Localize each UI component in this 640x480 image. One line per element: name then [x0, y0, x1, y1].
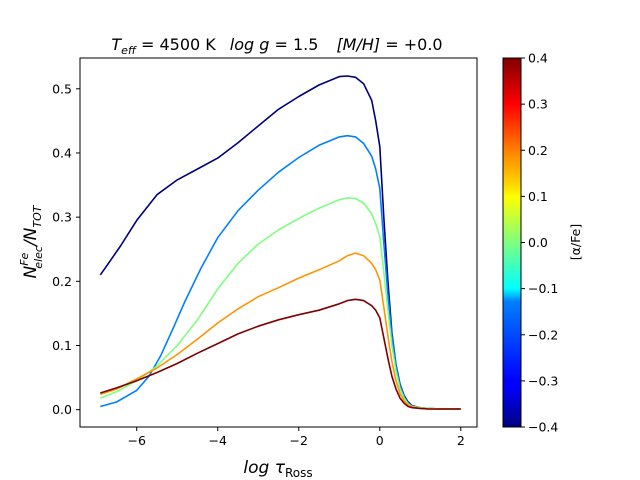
- y-tick-label: 0.0: [52, 402, 72, 417]
- x-tick-label: 2: [457, 433, 465, 448]
- series-line-4: [100, 298, 461, 410]
- title-teff-value: = 4500 K: [136, 35, 216, 54]
- y-tick-label: 0.5: [52, 81, 72, 96]
- colorbar-tick-label: −0.3: [528, 373, 558, 388]
- title-logg-symbol: log g: [230, 35, 270, 54]
- title-teff-subscript: eff: [121, 44, 137, 57]
- title-logg-value: = 1.5: [269, 35, 318, 54]
- colorbar: −0.4 −0.3 −0.2 −0.1 0.0 0.1 0.2 0.3 0.4 [α/Fe]: [502, 51, 583, 435]
- title-teff-symbol: T: [111, 35, 122, 54]
- y-tick-label: 0.2: [52, 274, 72, 289]
- y-tick-label: 0.4: [52, 145, 72, 160]
- colorbar-tick-label: −0.1: [528, 281, 558, 296]
- y-axis-label-sub: elec: [32, 246, 45, 269]
- x-axis-label-main: log τ: [243, 458, 285, 478]
- title-mh-symbol: [M/H]: [336, 35, 380, 54]
- series-group: [99, 75, 461, 410]
- colorbar-tick-label: 0.1: [528, 189, 548, 204]
- series-line-2: [100, 197, 461, 410]
- y-axis-label-sup: Fe: [18, 252, 31, 265]
- y-axis-ticks: 0.0 0.1 0.2 0.3 0.4 0.5: [52, 81, 80, 417]
- x-axis-label: log τRoss: [243, 458, 312, 480]
- colorbar-tick-label: 0.2: [528, 143, 548, 158]
- x-tick-label: −2: [290, 433, 308, 448]
- series-line-3: [100, 252, 461, 410]
- y-axis-label-rest: /N: [21, 227, 41, 248]
- plot-background: [80, 58, 477, 427]
- y-tick-label: 0.3: [52, 210, 72, 225]
- y-axis-label-sub2: TOT: [31, 204, 44, 227]
- colorbar-ticks: −0.4 −0.3 −0.2 −0.1 0.0 0.1 0.2 0.3 0.4: [521, 51, 558, 435]
- colorbar-tick-label: −0.2: [528, 327, 558, 342]
- y-axis-label: NFeelec/NTOT: [18, 204, 45, 278]
- plot-area: −6 −4 −2 0 2 0.0 0.1 0.2 0.3 0.4 0.5: [52, 57, 478, 448]
- x-tick-label: −6: [127, 433, 145, 448]
- x-tick-label: 0: [376, 433, 384, 448]
- colorbar-tick-label: 0.4: [528, 51, 548, 66]
- colorbar-tick-label: 0.3: [528, 97, 548, 112]
- chart-title: Teff = 4500 K log g = 1.5 [M/H] = +0.0: [111, 35, 442, 57]
- colorbar-tick-label: −0.4: [528, 420, 558, 435]
- y-axis-label-n: N: [21, 266, 41, 279]
- x-axis-ticks: −6 −4 −2 0 2: [127, 427, 465, 448]
- title-mh-value: = +0.0: [380, 35, 442, 54]
- plot-frame: [79, 57, 478, 428]
- colorbar-tick-label: 0.0: [528, 235, 548, 250]
- y-tick-label: 0.1: [52, 338, 72, 353]
- x-axis-label-sub: Ross: [285, 466, 313, 480]
- colorbar-label: [α/Fe]: [568, 224, 583, 260]
- x-tick-label: −4: [209, 433, 227, 448]
- colorbar-gradient: [502, 57, 522, 428]
